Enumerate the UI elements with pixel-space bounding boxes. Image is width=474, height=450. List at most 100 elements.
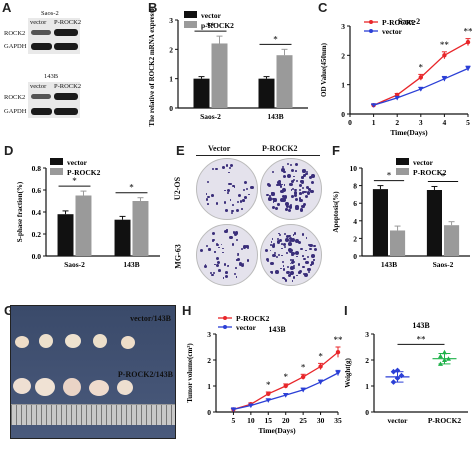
significance-label: ** xyxy=(334,335,344,345)
colony-dot xyxy=(215,167,218,171)
colony-dot xyxy=(235,276,238,279)
colony-dot xyxy=(208,248,211,251)
band xyxy=(54,29,78,36)
bar-f xyxy=(444,225,460,256)
colony-dot xyxy=(244,196,246,198)
colony-dot xyxy=(205,264,207,266)
y-tick-label: 3 xyxy=(207,330,211,339)
colony-dot xyxy=(287,209,291,213)
colony-dot xyxy=(291,194,295,198)
colony-dot xyxy=(278,182,282,186)
bar-f xyxy=(372,189,388,256)
significance-label: ** xyxy=(417,334,427,344)
colony-dot xyxy=(269,249,272,252)
header-line xyxy=(196,155,320,156)
colony-dot xyxy=(289,164,292,167)
colony-dot xyxy=(301,233,304,236)
panel-e-colony-formation: Vector P-ROCK2 U2-OS MG-63 xyxy=(173,144,324,292)
colony-dot xyxy=(292,276,295,279)
colony-dot xyxy=(299,208,304,212)
y-tick-label: 8 xyxy=(353,182,357,191)
x-tick-label: 30 xyxy=(317,416,325,425)
data-point xyxy=(335,371,341,376)
x-tick-label: Saos-2 xyxy=(64,260,85,269)
colony-dot xyxy=(290,180,295,184)
colony-dot xyxy=(207,181,210,184)
colony-dot xyxy=(211,194,215,197)
colony-dot xyxy=(271,238,273,240)
colony-dot xyxy=(222,247,224,250)
y-axis-title: Tumor volume(cm³) xyxy=(186,343,194,403)
colony-dot xyxy=(282,265,285,267)
colony-dot xyxy=(289,248,294,253)
colony-dot xyxy=(286,204,290,208)
blot-saos2-lane-vector: vector xyxy=(30,19,47,26)
panel-a-western-blots: Saos-2 vector P-ROCK2 ROCK2 GAPDH 143B v… xyxy=(4,10,84,130)
colony-dot xyxy=(222,252,224,254)
colony-dot xyxy=(311,174,315,178)
colony-dot xyxy=(228,166,231,169)
colony-dot xyxy=(228,183,231,186)
colony-dot xyxy=(299,197,302,200)
colony-dot xyxy=(250,185,254,189)
y-axis-title: Weight(g) xyxy=(344,358,352,388)
row-label-u2os: U2-OS xyxy=(173,176,183,201)
y-tick-label: 1 xyxy=(341,81,345,90)
y-axis-title: S-phase fraction(%) xyxy=(16,181,24,242)
data-point xyxy=(230,407,237,412)
colony-dot xyxy=(277,237,280,241)
x-tick-label: Saos-2 xyxy=(200,112,221,121)
x-tick-label: 25 xyxy=(299,416,307,425)
colony-dot xyxy=(211,168,214,171)
panel-label-c: C xyxy=(318,0,328,15)
tumor xyxy=(15,336,29,348)
colony-dot xyxy=(290,272,292,275)
colony-dot xyxy=(299,199,303,203)
data-point xyxy=(318,364,323,369)
data-point xyxy=(418,75,423,80)
colony-dot xyxy=(281,247,283,250)
colony-dot xyxy=(277,240,281,244)
tumor xyxy=(121,336,135,349)
colony-dot xyxy=(313,247,318,251)
colony-dot xyxy=(233,272,236,275)
band xyxy=(54,43,78,50)
legend-swatch xyxy=(396,168,409,175)
blot-143b-row-gapdh: GAPDH xyxy=(4,108,27,115)
colony-dot xyxy=(204,265,208,269)
legend-marker xyxy=(223,325,227,329)
data-point xyxy=(438,353,443,359)
colony-dot xyxy=(243,180,247,184)
colony-dot xyxy=(307,271,310,274)
colony-dot xyxy=(302,175,304,178)
colony-dot xyxy=(212,240,215,243)
colony-dot xyxy=(271,170,275,174)
colony-dot xyxy=(281,165,285,168)
x-tick-label: Saos-2 xyxy=(433,260,454,269)
data-point xyxy=(248,403,254,409)
panel-label-h: H xyxy=(182,303,192,318)
colony-dot xyxy=(223,201,227,204)
colony-dot xyxy=(236,201,239,204)
colony-dot xyxy=(241,248,244,251)
panel-label-a: A xyxy=(2,0,12,15)
colony-dot xyxy=(216,260,221,265)
x-axis-title: Time(Days) xyxy=(390,128,428,137)
colony-dot xyxy=(285,234,289,238)
colony-dot xyxy=(290,265,295,270)
panel-label-e: E xyxy=(176,143,185,158)
x-tick-label: 143B xyxy=(123,260,139,269)
colony-dot xyxy=(230,211,233,215)
blot-143b-lane-vector: vector xyxy=(30,83,47,90)
colony-dot xyxy=(205,198,208,201)
significance-label: ** xyxy=(464,27,474,37)
colony-dot xyxy=(286,270,290,275)
colony-dot xyxy=(239,200,243,203)
significance-label: * xyxy=(419,62,424,72)
colony-dot xyxy=(310,190,314,194)
tumor xyxy=(65,334,81,348)
x-tick-label: 4 xyxy=(443,118,447,127)
colony-dot xyxy=(294,250,299,255)
colony-dot xyxy=(235,239,239,242)
colony-dot xyxy=(242,199,245,202)
